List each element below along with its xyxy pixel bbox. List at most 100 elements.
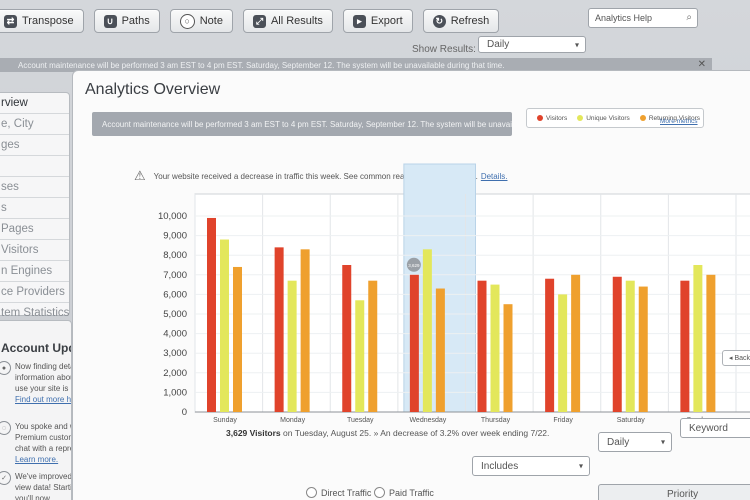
account-updates-title: Account Updates	[1, 341, 71, 355]
marker-label: 3,629	[408, 263, 420, 268]
chevron-down-icon: ▾	[574, 40, 579, 49]
all-results-button[interactable]: ⤢ All Results	[242, 9, 333, 33]
paths-button[interactable]: ∪ Paths	[93, 9, 160, 33]
export-icon: ▸	[352, 14, 366, 28]
sidebar-item[interactable]: ges	[0, 135, 69, 156]
bar-visitors[interactable]	[680, 280, 690, 412]
refresh-icon: ↻	[432, 14, 446, 28]
account-updates-panel: Account Updates ●Now finding detailed in…	[0, 320, 72, 500]
export-button[interactable]: ▸ Export	[342, 9, 413, 33]
bar-returning-visitors[interactable]	[638, 286, 648, 412]
sidebar-item[interactable]: Pages	[0, 219, 69, 240]
bar-returning-visitors[interactable]	[706, 274, 716, 412]
details-link[interactable]: Details.	[480, 171, 508, 181]
transpose-button[interactable]: ⇄ Transpose	[0, 9, 84, 33]
y-tick-label: 0	[182, 407, 187, 418]
back-button[interactable]: ◂ Back	[722, 350, 750, 366]
bar-returning-visitors[interactable]	[233, 266, 242, 412]
y-tick-label: 9,000	[163, 231, 187, 242]
includes-select[interactable]: Includes ▾	[472, 456, 590, 476]
x-tick-label: Wednesday	[409, 417, 446, 424]
x-tick-label: Sunday	[213, 417, 237, 424]
y-tick-label: 8,000	[163, 250, 187, 261]
chevron-down-icon: ▾	[660, 437, 665, 447]
bar-visitors[interactable]	[274, 247, 284, 412]
bar-visitors[interactable]	[477, 280, 487, 412]
show-results-row: Show Results: Daily ▾	[0, 36, 750, 66]
bar-unique-visitors[interactable]	[490, 284, 500, 412]
direct-traffic-radio[interactable]: Direct Traffic	[306, 487, 371, 498]
show-results-label: Show Results:	[412, 44, 476, 55]
note-icon: ○	[179, 13, 195, 29]
y-tick-label: 2,000	[163, 368, 187, 379]
bar-returning-visitors[interactable]	[368, 280, 378, 412]
bar-unique-visitors[interactable]	[625, 280, 635, 412]
bar-unique-visitors[interactable]	[220, 239, 229, 412]
bar-returning-visitors[interactable]	[571, 274, 581, 412]
close-icon[interactable]: ✕	[697, 59, 706, 70]
bar-unique-visitors[interactable]	[422, 249, 432, 412]
toolbar: ⇄ Transpose ∪ Paths ○ Note ⤢ All Results ▸ Ex…	[0, 0, 750, 42]
update-item: ◌You spoke and we listened. Premium cust…	[0, 421, 71, 465]
more-metrics-link[interactable]: More metrics	[660, 118, 698, 125]
bar-returning-visitors[interactable]	[435, 288, 445, 412]
search-icon: ⌕	[686, 12, 692, 23]
data-point-marker[interactable]	[406, 257, 421, 272]
page-title: Analytics Overview	[85, 81, 221, 98]
show-results-select[interactable]: Daily ▾	[478, 36, 586, 53]
y-tick-label: 10,000	[158, 211, 187, 222]
y-tick-label: 3,000	[163, 348, 187, 359]
traffic-warning: ⚠ Your website received a decrease in tra…	[134, 168, 508, 183]
sidebar-item[interactable]: rview	[0, 93, 69, 114]
sidebar-item[interactable]	[0, 156, 69, 177]
find-out-more-link[interactable]: Find out more here.	[15, 395, 72, 404]
bar-returning-visitors[interactable]	[503, 304, 513, 412]
sidebar-item[interactable]: Visitors	[0, 240, 69, 261]
y-tick-label: 1,000	[163, 387, 187, 398]
bar-unique-visitors[interactable]	[287, 280, 297, 412]
note-button[interactable]: ○ Note	[169, 9, 233, 33]
x-tick-label: Saturday	[617, 417, 646, 424]
learn-more-link[interactable]: Learn more.	[15, 455, 59, 464]
radio-circle	[374, 487, 385, 498]
update-item: ✓We've improved the way you view data! S…	[0, 471, 71, 500]
maintenance-banner: Account maintenance will be performed 3 …	[92, 112, 512, 136]
paths-icon: ∪	[103, 14, 117, 28]
bar-returning-visitors[interactable]	[300, 249, 310, 412]
keyword-input[interactable]: Keyword	[680, 418, 750, 438]
x-tick-label: Tuesday	[347, 417, 374, 424]
daily-select[interactable]: Daily ▾	[598, 432, 672, 452]
bar-visitors[interactable]	[342, 265, 352, 412]
x-tick-label: Monday	[280, 417, 305, 424]
chat-icon: ◌	[0, 421, 11, 435]
sidebar-item[interactable]: ses	[0, 177, 69, 198]
legend-dot	[639, 114, 646, 121]
sidebar-item[interactable]: e, City	[0, 114, 69, 135]
bar-visitors[interactable]	[409, 274, 419, 412]
y-tick-label: 5,000	[163, 309, 187, 320]
legend-returning-visitors: Returning Visitors	[639, 114, 700, 122]
y-tick-label: 7,000	[163, 270, 187, 281]
legend-dot	[577, 114, 584, 121]
legend-dot	[537, 114, 543, 121]
legend-visitors: Visitors	[537, 115, 567, 122]
bar-visitors[interactable]	[545, 278, 555, 412]
sidebar-item[interactable]: n Engines	[0, 261, 69, 282]
check-icon: ✓	[0, 471, 11, 485]
sidebar-nav: rview e, City ges ses s Pages Visitors n Engine…	[0, 92, 70, 324]
refresh-button[interactable]: ↻ Refresh	[422, 9, 500, 33]
sidebar-item[interactable]: ce Providers	[0, 282, 69, 303]
bar-visitors[interactable]	[207, 217, 216, 412]
bar-unique-visitors[interactable]	[693, 265, 703, 412]
info-icon: ●	[0, 361, 11, 375]
sidebar-item[interactable]: s	[0, 198, 69, 219]
analytics-help-search[interactable]: Analytics Help ⌕	[588, 8, 698, 28]
bar-visitors[interactable]	[612, 276, 622, 412]
bar-unique-visitors[interactable]	[558, 294, 568, 412]
bar-unique-visitors[interactable]	[355, 300, 365, 412]
priority-header[interactable]: Priority	[598, 484, 750, 500]
paid-traffic-radio[interactable]: Paid Traffic	[374, 487, 434, 498]
chart-summary: 3,629 Visitors on Tuesday, August 25. » …	[226, 428, 550, 438]
